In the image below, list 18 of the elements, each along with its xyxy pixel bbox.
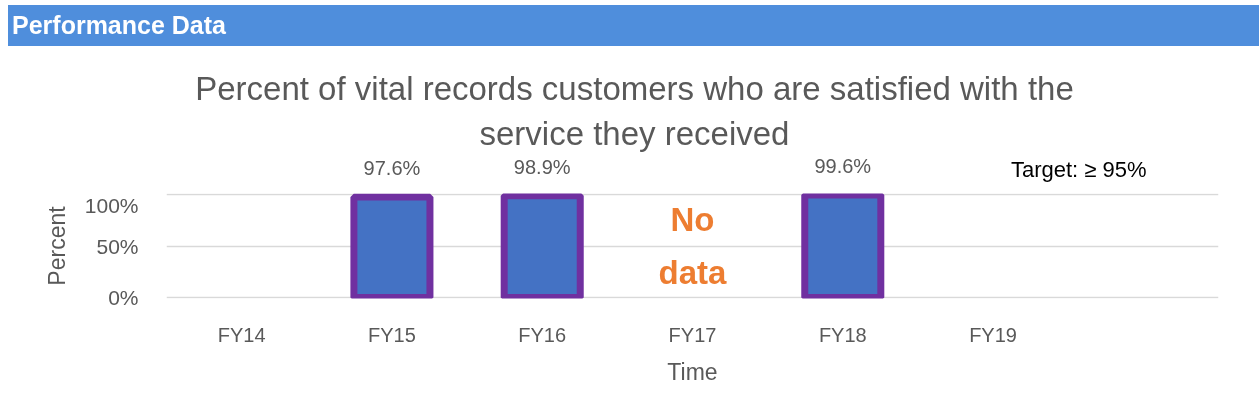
chart-title: Performance Data (12, 10, 226, 41)
data-label: 99.6% (814, 155, 872, 178)
annotation: No data (658, 200, 728, 292)
data-label: 97.6% (363, 157, 421, 180)
y-axis-title: Percent (43, 205, 70, 286)
y-tick-label: 100% (84, 193, 139, 217)
x-axis-title: Time (667, 358, 718, 385)
x-tick-label: FY14 (217, 323, 266, 346)
x-tick-label: FY19 (969, 323, 1017, 346)
text: Target: ≥ 95% (1010, 156, 1147, 182)
y-tick-label: 50% (96, 234, 139, 258)
x-tick-label: FY15 (368, 323, 416, 346)
chart-subtitle: Percent of vital records customers who are satisfied with the service they received (194, 69, 1075, 154)
x-tick-label: FY16 (518, 323, 567, 346)
x-tick-label: FY18 (818, 323, 867, 346)
y-tick-label: 0% (108, 286, 139, 309)
data-label: 98.9% (513, 156, 571, 179)
x-tick-label: FY17 (668, 323, 717, 346)
